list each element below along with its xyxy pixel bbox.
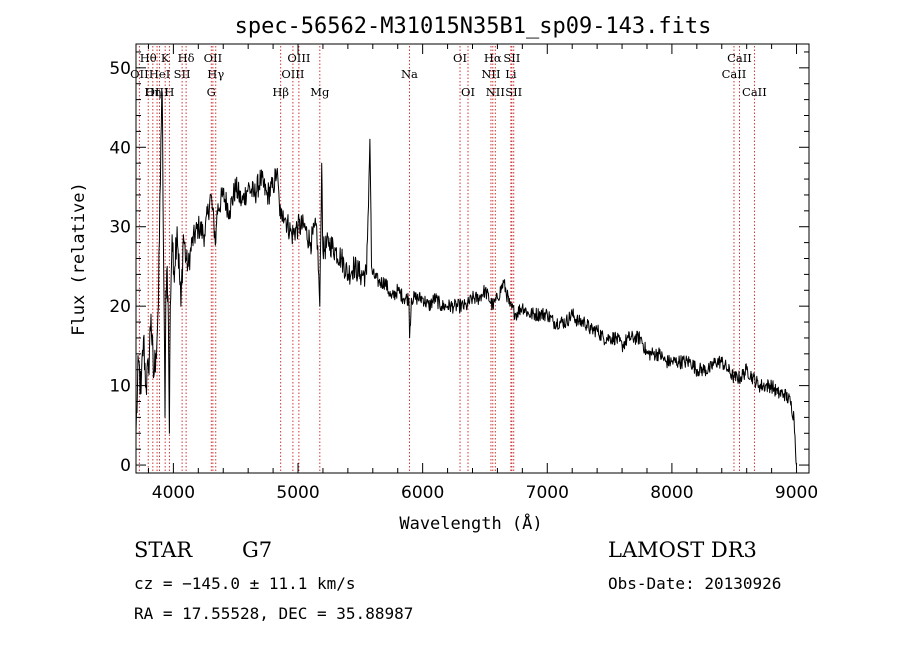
line-label-24: SII [505, 85, 522, 99]
y-tick-label-1: 10 [109, 377, 131, 397]
line-label-9: OII [204, 51, 223, 65]
x-tick-label-3: 7000 [526, 483, 569, 503]
line-label-11: G [207, 85, 216, 99]
line-label-16: Na [401, 67, 418, 81]
line-label-19: NII [481, 67, 500, 81]
x-tick-label-4: 8000 [650, 483, 693, 503]
line-label-15: Mg [310, 85, 330, 99]
observation-date: Obs-Date: 20130926 [608, 574, 782, 593]
object-class: STAR [134, 538, 193, 562]
chart-title: spec-56562-M31015N35B1_sp09-143.fits [235, 14, 712, 39]
y-tick-label-2: 20 [109, 297, 131, 317]
x-tick-labels: 4000 5000 6000 7000 8000 9000 [152, 483, 818, 503]
line-label-10: Hγ [207, 67, 224, 81]
line-label-25: CaII [722, 67, 747, 81]
line-label-2: Hη [144, 85, 161, 99]
plot-frame [135, 43, 810, 474]
y-axis-label: Flux (relative) [69, 182, 89, 336]
line-label-12: Hβ [272, 85, 289, 99]
line-label-4: HeI [149, 67, 170, 81]
axis-ticks [136, 44, 809, 473]
coordinates-readout: RA = 17.55528, DEC = 35.88987 [134, 604, 414, 623]
line-label-8: Hδ [178, 51, 195, 65]
flux-series-line [135, 91, 797, 466]
line-label-6: H [164, 85, 174, 99]
line-label-23: SII [503, 51, 520, 65]
object-subclass: G7 [242, 538, 273, 562]
line-label-7: SII [174, 67, 191, 81]
line-label-3: OIII [146, 85, 169, 99]
line-label-26: CaII [727, 51, 752, 65]
line-label-14: OIII [287, 51, 310, 65]
line-label-18: OI [461, 85, 475, 99]
line-label-5: K [161, 51, 170, 65]
emission-line-markers [138, 46, 755, 472]
x-tick-label-0: 4000 [152, 483, 195, 503]
line-label-17: OI [453, 51, 467, 65]
survey-name: LAMOST DR3 [608, 538, 757, 562]
y-tick-labels: 0 10 20 30 40 50 [109, 59, 131, 476]
y-tick-label-3: 30 [109, 218, 131, 238]
y-tick-label-0: 0 [120, 456, 131, 476]
y-tick-label-4: 40 [109, 138, 131, 158]
x-tick-label-2: 6000 [401, 483, 444, 503]
line-label-22: Li [505, 67, 517, 81]
redshift-readout: cz = −145.0 ± 11.1 km/s [134, 574, 356, 593]
line-label-21: NII [486, 85, 505, 99]
line-label-20: Hα [484, 51, 502, 65]
x-axis-label: Wavelength (Å) [399, 512, 542, 534]
line-label-1: OII [130, 67, 149, 81]
x-tick-label-5: 9000 [775, 483, 818, 503]
line-label-27: CaII [742, 85, 767, 99]
line-label-0: Hθ [140, 51, 157, 65]
line-label-13: OIII [281, 67, 304, 81]
y-tick-label-5: 50 [109, 59, 131, 79]
x-tick-label-1: 5000 [276, 483, 319, 503]
